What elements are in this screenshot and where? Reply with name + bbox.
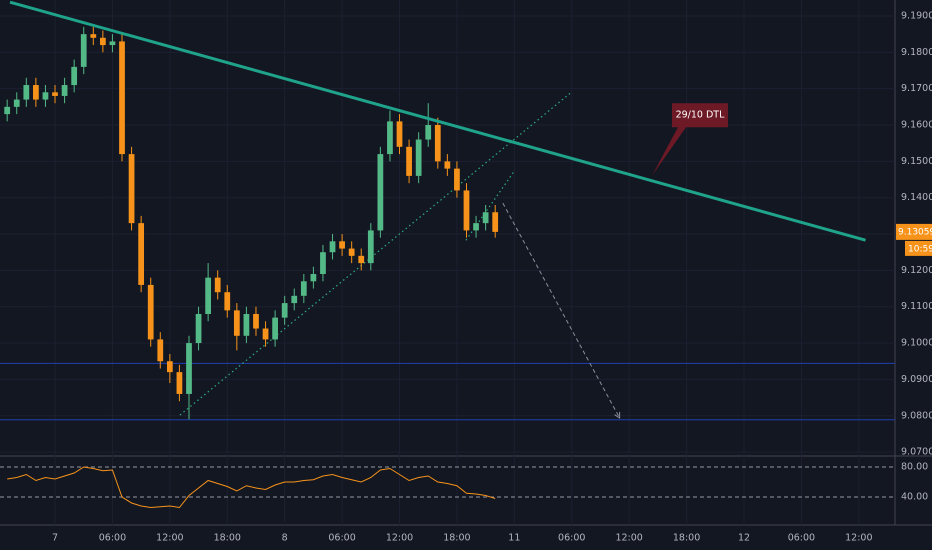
candle-body bbox=[90, 34, 97, 38]
y-tick-label: 9.10000 bbox=[901, 338, 932, 349]
y-tick-label: 9.07000 bbox=[901, 447, 932, 458]
countdown: 10:59 bbox=[908, 244, 932, 254]
candle-body bbox=[492, 212, 499, 232]
candle-body bbox=[463, 190, 470, 231]
candle-body bbox=[233, 310, 240, 336]
y-tick-label: 9.18000 bbox=[901, 47, 932, 58]
candle-body bbox=[119, 41, 125, 155]
candle-body bbox=[33, 85, 39, 100]
y-tick-label: 9.11000 bbox=[901, 301, 932, 312]
candle-body bbox=[166, 361, 173, 373]
candle-body bbox=[80, 34, 87, 67]
trend-line bbox=[9, 0, 866, 242]
candle-body bbox=[310, 274, 317, 282]
countdown-bg bbox=[905, 240, 932, 256]
y-tick-label: 80.00 bbox=[901, 461, 928, 472]
candle-body bbox=[13, 99, 20, 107]
x-tick-label: 12:00 bbox=[156, 533, 183, 544]
candle-body bbox=[425, 125, 432, 140]
candle-body bbox=[387, 121, 393, 155]
y-tick-label: 9.15000 bbox=[901, 156, 932, 167]
candle-body bbox=[262, 328, 269, 340]
y-tick-label: 9.09000 bbox=[901, 374, 932, 385]
y-tick-label: 9.17000 bbox=[901, 83, 932, 94]
candle-body bbox=[329, 241, 336, 253]
x-tick-label: 06:00 bbox=[558, 533, 585, 544]
y-tick-label: 9.16000 bbox=[901, 120, 932, 131]
candle-body bbox=[348, 248, 355, 256]
candle-body bbox=[444, 161, 451, 169]
candle-body bbox=[434, 125, 441, 162]
candle-body bbox=[415, 139, 422, 176]
x-tick-label: 8 bbox=[282, 533, 288, 544]
candle-body bbox=[272, 317, 278, 340]
x-tick-label: 06:00 bbox=[788, 533, 815, 544]
x-tick-label: 12:00 bbox=[615, 533, 642, 544]
x-tick-label: 06:00 bbox=[328, 533, 355, 544]
y-tick-label: 9.12000 bbox=[901, 265, 932, 276]
x-tick-label: 11 bbox=[508, 533, 520, 544]
candle-body bbox=[42, 92, 49, 100]
candle-body bbox=[454, 168, 460, 191]
candle-body bbox=[253, 313, 259, 329]
callout-text: 29/10 DTL bbox=[676, 110, 726, 121]
candle-body bbox=[52, 92, 58, 96]
candle-body bbox=[339, 241, 345, 249]
candle-body bbox=[482, 212, 489, 224]
candle-body bbox=[128, 154, 135, 224]
candle-body bbox=[61, 85, 68, 96]
candle-body bbox=[157, 339, 164, 362]
candle-body bbox=[23, 85, 30, 100]
candle-body bbox=[176, 372, 183, 394]
price-label-bg bbox=[896, 223, 932, 240]
candle-body bbox=[195, 313, 202, 344]
candle-body bbox=[138, 223, 145, 285]
y-tick-label: 40.00 bbox=[901, 492, 928, 503]
y-tick-label: 9.14000 bbox=[901, 192, 932, 203]
x-tick-label: 12 bbox=[738, 533, 750, 544]
x-tick-label: 12:00 bbox=[845, 533, 872, 544]
candle-body bbox=[291, 295, 298, 304]
candle-body bbox=[300, 281, 307, 296]
candle-body bbox=[358, 255, 365, 264]
candle-body bbox=[243, 313, 250, 336]
x-tick-label: 18:00 bbox=[214, 533, 241, 544]
y-tick-label: 9.08000 bbox=[901, 410, 932, 421]
callout-box bbox=[652, 103, 728, 176]
y-tick-label: 9.19000 bbox=[901, 10, 932, 21]
candle-body bbox=[214, 277, 221, 293]
candle-body bbox=[99, 37, 106, 46]
x-tick-label: 18:00 bbox=[673, 533, 700, 544]
channel-line bbox=[179, 91, 573, 416]
arrow-head bbox=[614, 411, 621, 419]
candle-body bbox=[396, 121, 403, 147]
indicator-line bbox=[7, 466, 496, 509]
x-tick-label: 12:00 bbox=[386, 533, 413, 544]
candle-body bbox=[147, 284, 154, 340]
candle-body bbox=[377, 154, 384, 231]
x-tick-label: 7 bbox=[52, 533, 58, 544]
candle-body bbox=[71, 66, 78, 86]
candle-body bbox=[186, 343, 192, 394]
candle-body bbox=[205, 277, 211, 314]
candle-body bbox=[224, 292, 231, 311]
x-tick-label: 18:00 bbox=[443, 533, 470, 544]
candle-body bbox=[367, 230, 374, 264]
x-tick-label: 06:00 bbox=[99, 533, 126, 544]
price-label: 9.13059 bbox=[898, 227, 932, 237]
candle-body bbox=[320, 252, 326, 275]
candle-body bbox=[109, 41, 116, 46]
candle-body bbox=[281, 303, 288, 318]
projection-arrow bbox=[502, 202, 621, 419]
candle-body bbox=[473, 223, 479, 231]
candle-body bbox=[406, 146, 412, 176]
candle-body bbox=[4, 106, 11, 115]
